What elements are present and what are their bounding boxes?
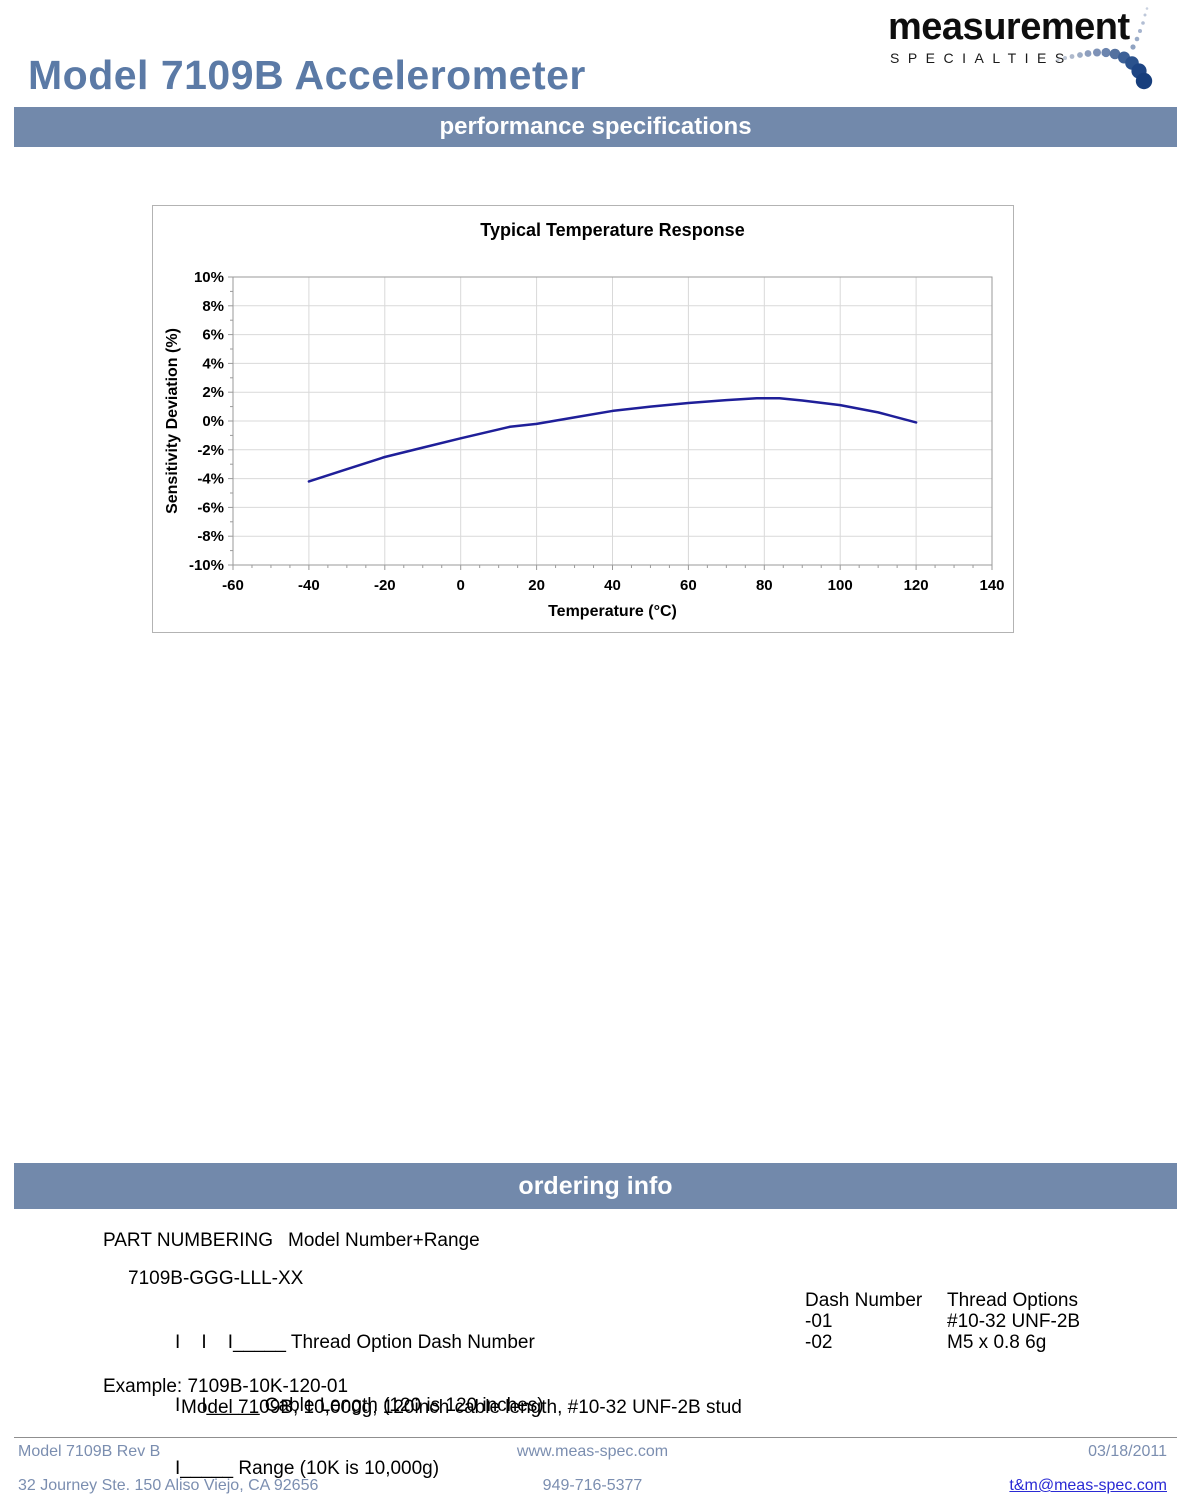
thread-table-header-thread-options: Thread Options — [947, 1290, 1078, 1311]
thread-table-cell: #10-32 UNF-2B — [947, 1311, 1081, 1332]
logo-dots-swoosh-icon — [1056, 7, 1153, 90]
section-banner-ordering-info: ordering info — [14, 1163, 1177, 1209]
thread-options-table: Dash Number Thread Options -01 #10-32 UN… — [805, 1290, 1080, 1353]
y-tick-label: -2% — [197, 442, 224, 459]
x-tick-label: 0 — [457, 577, 465, 594]
x-tick-label: -60 — [222, 577, 244, 594]
part-numbering-value: Model Number+Range — [288, 1230, 480, 1251]
footer-address: 32 Journey Ste. 150 Aliso Viejo, CA 9265… — [18, 1477, 319, 1494]
y-tick-label: -6% — [197, 499, 224, 516]
y-tick-label: 10% — [194, 269, 224, 286]
breakdown-line-range: I_____ Range (10K is 10,000g) — [175, 1458, 440, 1479]
x-tick-label: 20 — [528, 577, 545, 594]
y-tick-label: -4% — [197, 471, 224, 488]
chart-curve — [307, 396, 918, 483]
part-number-breakdown: I I I_____ Thread Option Dash Number I I… — [175, 1290, 544, 1500]
x-axis-title: Temperature (°C) — [548, 603, 677, 620]
y-tick-label: 0% — [202, 413, 224, 430]
y-tick-label: 8% — [202, 298, 224, 315]
footer-row-1: Model 7109B Rev B www.meas-spec.com 03/1… — [0, 1443, 1191, 1461]
chart-title: Typical Temperature Response — [480, 220, 744, 240]
thread-table-header-dash-number: Dash Number — [805, 1290, 923, 1311]
y-tick-label: -10% — [189, 557, 224, 574]
thread-table-cell: -02 — [805, 1332, 833, 1353]
footer-row-2: 32 Journey Ste. 150 Aliso Viejo, CA 9265… — [0, 1477, 1191, 1495]
logo-subtitle: SPECIALTIES — [890, 50, 1073, 66]
footer-date: 03/18/2011 — [1088, 1443, 1167, 1460]
ordering-example: Example: 7109B-10K-120-01 — [103, 1376, 349, 1397]
y-tick-label: 6% — [202, 327, 224, 344]
x-tick-label: 40 — [604, 577, 621, 594]
part-number-code: 7109B-GGG-LLL-XX — [128, 1268, 304, 1289]
company-logo: measurement SPECIALTIES — [880, 4, 1170, 106]
thread-table-cell: -01 — [805, 1311, 833, 1332]
footer-email-link[interactable]: t&m@meas-spec.com — [1009, 1477, 1167, 1494]
footer-website: www.meas-spec.com — [516, 1443, 669, 1460]
page-title: Model 7109B Accelerometer — [28, 52, 586, 98]
y-tick-label: -8% — [197, 528, 224, 545]
x-tick-label: 60 — [680, 577, 697, 594]
section-banner-performance-specifications: performance specifications — [14, 107, 1177, 147]
y-axis-title: Sensitivity Deviation (%) — [164, 328, 181, 514]
x-tick-label: 80 — [756, 577, 773, 594]
footer-doc-ref: Model 7109B Rev B — [18, 1443, 161, 1460]
chart-canvas: -60 -40 -20 0 20 40 60 80 100 120 140 10% 8% 6% 4% 2% 0%… — [164, 220, 1005, 620]
x-tick-label: -40 — [298, 577, 320, 594]
breakdown-line-cable-length: I I_____ Cable Length (120 is 120 inches… — [175, 1395, 544, 1416]
thread-table-cell: M5 x 0.8 6g — [947, 1332, 1047, 1353]
part-numbering-label: PART NUMBERING — [103, 1230, 273, 1251]
temperature-response-chart: -60 -40 -20 0 20 40 60 80 100 120 140 10% 8% 6% 4% 2% 0%… — [152, 205, 1014, 633]
footer-divider — [14, 1437, 1177, 1438]
x-tick-label: 140 — [979, 577, 1004, 594]
y-tick-label: 4% — [202, 355, 224, 372]
x-tick-label: -20 — [374, 577, 396, 594]
y-tick-label: 2% — [202, 384, 224, 401]
ordering-example-description: Model 7109B, 10,000g, 120inch cable leng… — [181, 1397, 742, 1418]
footer-phone: 949-716-5377 — [542, 1477, 643, 1494]
x-tick-label: 120 — [904, 577, 929, 594]
breakdown-line-thread-option: I I I_____ Thread Option Dash Number — [175, 1332, 535, 1353]
x-tick-label: 100 — [828, 577, 853, 594]
logo-wordmark: measurement — [888, 6, 1130, 48]
